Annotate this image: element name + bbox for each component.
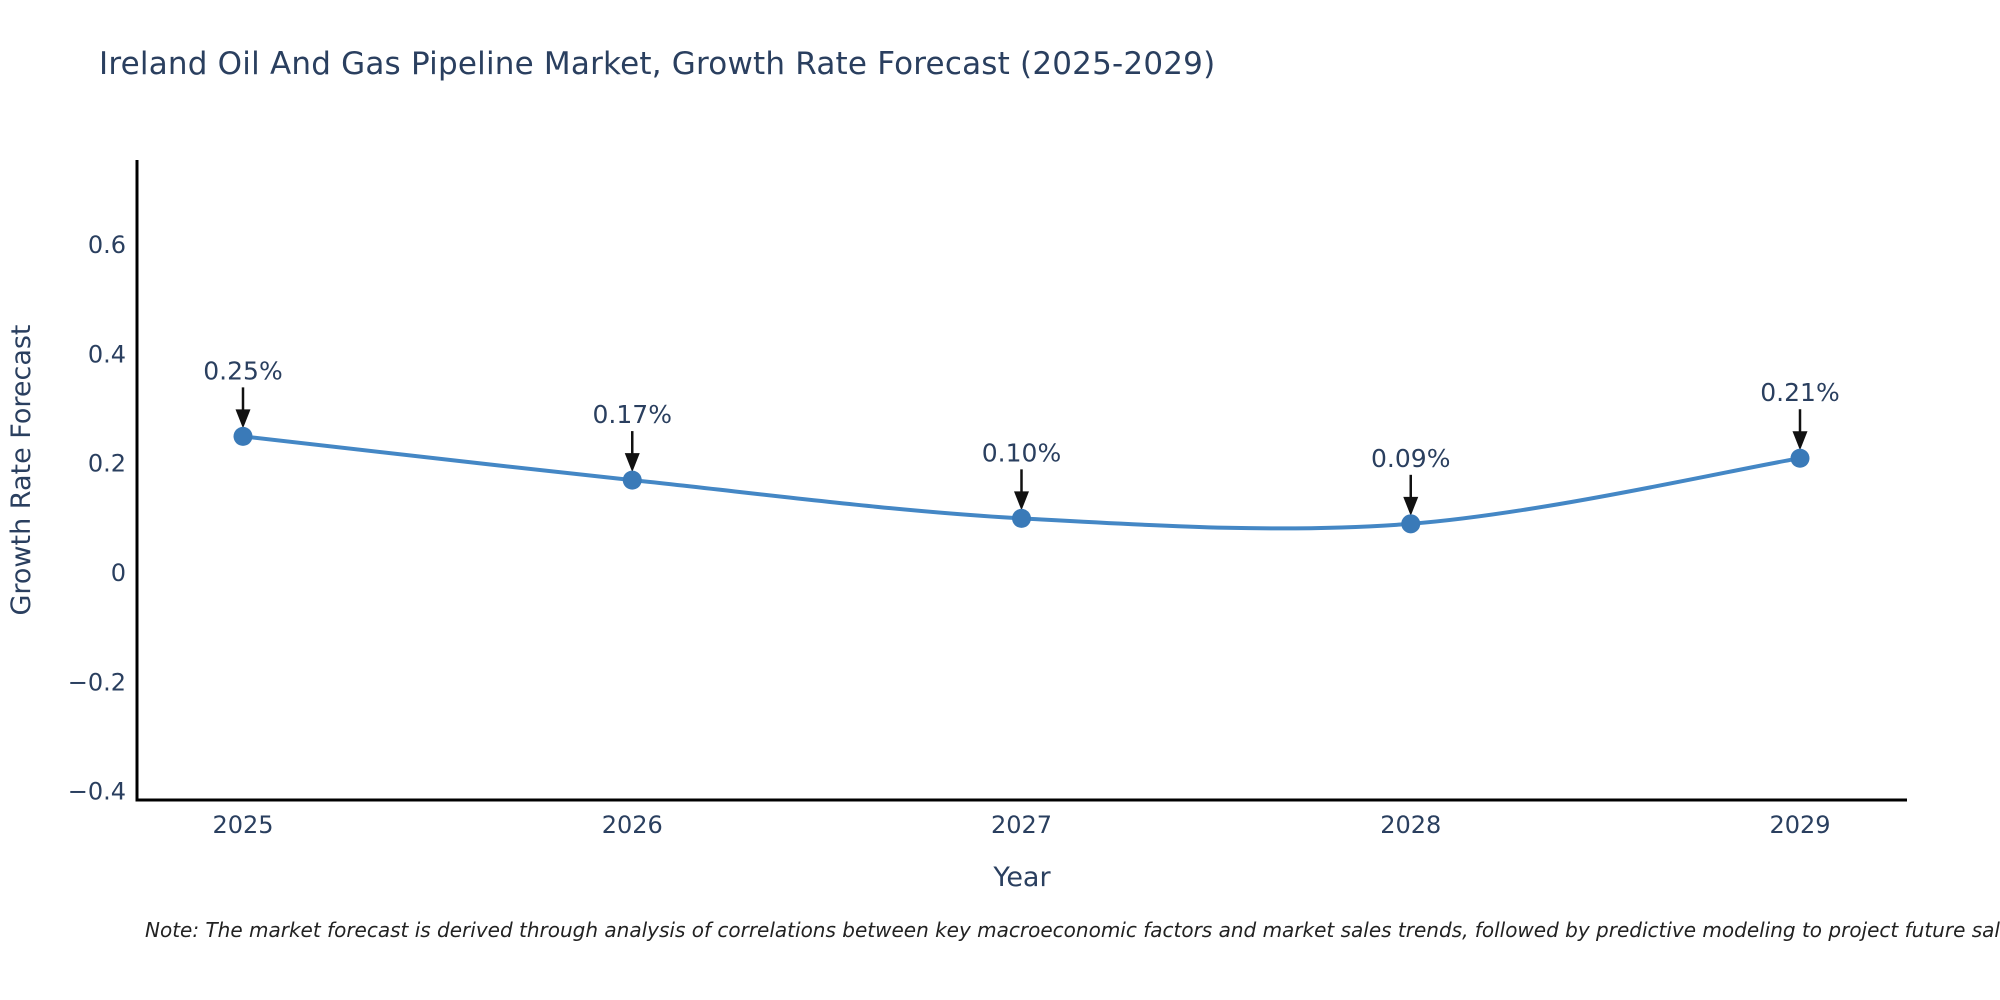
data-point-label: 0.10% [982, 438, 1061, 467]
y-tick-label: 0.4 [88, 340, 126, 368]
annotation-arrowhead [1014, 491, 1029, 511]
y-tick-label: 0 [111, 559, 126, 587]
chart-title: Ireland Oil And Gas Pipeline Market, Gro… [99, 46, 1216, 82]
data-point-label: 0.17% [593, 400, 672, 429]
x-tick-label: 2028 [1380, 811, 1441, 839]
data-point-marker [233, 426, 253, 446]
annotation-arrowhead [235, 409, 251, 429]
annotation-arrowhead [1792, 431, 1808, 451]
data-point-label: 0.25% [203, 356, 282, 385]
data-point-marker [1401, 514, 1421, 534]
y-tick-label: −0.4 [68, 778, 126, 806]
x-tick-label: 2029 [1769, 811, 1830, 839]
data-point-label: 0.21% [1760, 378, 1839, 407]
x-tick-label: 2025 [212, 811, 273, 839]
y-tick-label: 0.6 [88, 231, 126, 259]
y-tick-label: 0.2 [88, 450, 126, 478]
footnote: Note: The market forecast is derived thr… [145, 918, 2000, 942]
y-tick-label: −0.2 [68, 668, 126, 696]
data-point-marker [1012, 508, 1031, 528]
annotation-arrowhead [1403, 496, 1419, 516]
annotation-arrowhead [624, 453, 640, 473]
data-point-label: 0.09% [1371, 444, 1450, 473]
x-axis-title: Year [992, 862, 1051, 893]
data-point-marker [622, 470, 642, 490]
x-tick-label: 2027 [991, 811, 1052, 839]
x-tick-label: 2026 [602, 811, 663, 839]
y-axis-title: Growth Rate Forecast [6, 324, 37, 615]
data-point-marker [1790, 448, 1810, 468]
